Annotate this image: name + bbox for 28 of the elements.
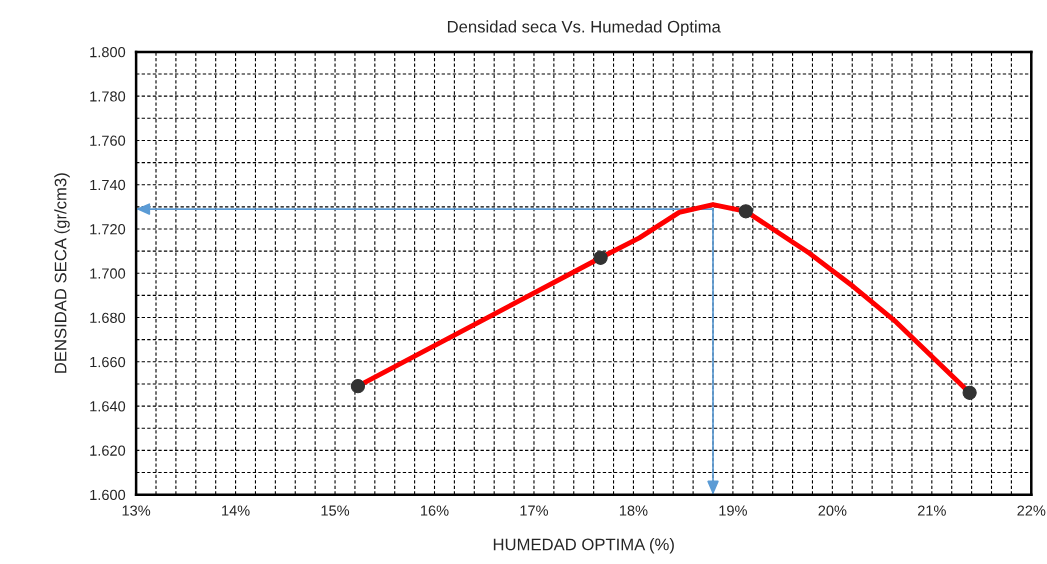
x-tick-label: 20% [818, 505, 847, 516]
y-tick-label: 1.760 [90, 135, 126, 146]
y-tick-label: 1.640 [90, 401, 126, 412]
y-tick-label: 1.720 [90, 224, 126, 235]
y-tick-label: 1.620 [90, 445, 126, 456]
x-tick-label: 16% [421, 505, 449, 516]
y-tick-label: 1.600 [90, 489, 126, 501]
x-tick-label: 17% [520, 505, 549, 516]
x-tick-label: 18% [619, 505, 648, 516]
x-tick-label: 21% [917, 505, 946, 516]
x-tick-label: 15% [321, 505, 350, 516]
chart-title: Densidad seca Vs. Humedad Optima [447, 20, 721, 36]
x-tick-label: 22% [1017, 505, 1046, 516]
x-tick-label: 19% [719, 505, 747, 516]
point [738, 204, 753, 219]
y-tick-label: 1.740 [90, 179, 126, 191]
y-tick-label: 1.660 [90, 356, 126, 368]
y-tick-label: 1.680 [90, 312, 126, 323]
x-axis-title: HUMEDAD OPTIMA (%) [493, 538, 674, 554]
x-tick-label: 13% [122, 505, 151, 516]
y-tick-label: 1.780 [90, 91, 126, 102]
y-axis-title: DENSIDAD SECA (gr/cm3) [54, 173, 70, 373]
point [593, 250, 608, 265]
x-tick-label: 14% [222, 505, 250, 516]
y-tick-label: 1.800 [90, 46, 126, 58]
point [962, 385, 977, 400]
y-tick-label: 1.700 [90, 268, 126, 279]
point [350, 379, 366, 394]
